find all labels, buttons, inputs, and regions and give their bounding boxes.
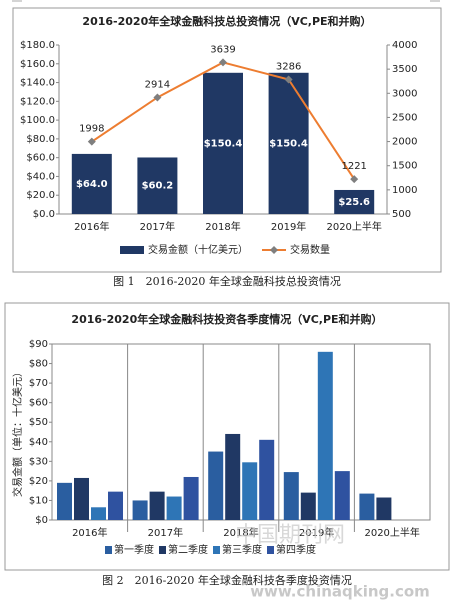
x-tick-label: 2018年 [205, 220, 240, 233]
y2-tick-label: 2000 [392, 137, 417, 148]
legend-label: 交易金额（十亿美元） [148, 243, 248, 256]
bar [376, 497, 392, 520]
y2-tick-label: 4000 [392, 40, 417, 51]
bar [149, 491, 165, 520]
y-tick-label: $30 [29, 456, 48, 467]
y-tick-label: $80 [29, 359, 48, 370]
bar [203, 72, 243, 215]
bar [71, 153, 112, 214]
legend-label: 第二季度 [168, 543, 208, 556]
bar [283, 472, 299, 520]
x-tick-label: 2017年 [148, 526, 183, 539]
y2-tick-label: 3500 [392, 64, 417, 75]
y2-tick-label: 500 [392, 209, 411, 220]
y-tick-label: $70 [29, 378, 48, 389]
chart-frame [12, 7, 442, 273]
y-tick-label: $90 [29, 339, 48, 350]
bar [242, 462, 258, 520]
point [350, 175, 359, 184]
chart-title: 2016-2020年全球金融科技投资各季度情况（VC,PE和并购） [71, 312, 382, 326]
bar [317, 351, 333, 520]
point [284, 75, 293, 84]
x-tick-label: 2019年 [299, 526, 334, 539]
y2-tick-label: 2500 [392, 112, 417, 123]
legend-swatch [213, 546, 220, 554]
y2-tick-label: 1000 [392, 185, 417, 196]
bar [259, 439, 275, 520]
y-tick-label: $60.0 [26, 153, 55, 164]
y-tick-label: $60 [29, 398, 48, 409]
legend-swatch [159, 546, 166, 554]
data-label: $150.4 [269, 138, 308, 149]
y2-tick-label: 1500 [392, 161, 417, 172]
plot-frame [51, 343, 431, 521]
bar [91, 507, 106, 520]
bar [132, 500, 148, 520]
bar [268, 72, 309, 215]
y-tick-label: $20.0 [26, 190, 55, 201]
y-tick-label: $20 [29, 476, 48, 487]
y2-tick-label: 3000 [392, 88, 417, 99]
y-tick-label: $40 [29, 437, 48, 448]
x-tick-label: 2019年 [271, 220, 306, 233]
watermark: www.chinaqking.com [250, 583, 430, 601]
bar [137, 157, 178, 214]
caption: 图 2 2016-2020 年全球金融科技各季度投资情况 [102, 573, 352, 587]
legend-swatch [270, 246, 278, 254]
legend-swatch [267, 546, 274, 554]
data-label: $150.4 [204, 138, 243, 149]
x-tick-label: 2016年 [74, 220, 109, 233]
bar [108, 491, 123, 520]
bar [183, 476, 199, 520]
data-label: $25.6 [338, 197, 370, 208]
bar [57, 482, 72, 520]
legend-label: 第一季度 [114, 543, 154, 556]
x-tick-label: 2018年 [223, 526, 258, 539]
y-tick-label: $80.0 [26, 134, 55, 145]
y-tick-label: $180.0 [20, 40, 55, 51]
legend-label: 第三季度 [222, 543, 262, 556]
bar [166, 496, 182, 520]
data-label: 3286 [276, 61, 301, 72]
y-tick-label: $10 [29, 495, 48, 506]
legend-swatch [105, 546, 112, 554]
point [153, 93, 162, 102]
y-tick-label: $0 [35, 515, 48, 526]
data-label: 3639 [210, 44, 235, 55]
bar [208, 451, 224, 520]
data-label: $60.2 [142, 181, 174, 192]
y-tick-label: $100.0 [20, 115, 55, 126]
x-tick-label: 2016年 [72, 526, 107, 539]
chart-frame [4, 302, 450, 571]
x-tick-label: 2017年 [140, 220, 175, 233]
x-tick-label: 2020上半年 [364, 526, 419, 539]
y-tick-label: $50 [29, 417, 48, 428]
bar [74, 477, 89, 520]
bar [334, 189, 375, 214]
y-tick-label: $160.0 [20, 59, 55, 70]
y-tick-label: $0.0 [33, 209, 55, 220]
watermark: 中国期刊网 [235, 523, 345, 548]
bar [300, 492, 316, 520]
point [87, 137, 96, 146]
chart-title: 2016-2020年全球金融科技总投资情况（VC,PE和并购） [82, 14, 371, 28]
x-tick-label: 2020上半年 [326, 220, 381, 233]
data-label: 1998 [79, 124, 104, 135]
point [219, 58, 227, 67]
legend-label: 第四季度 [276, 543, 316, 556]
data-label: 1221 [341, 161, 366, 172]
legend-label: 交易数量 [290, 243, 330, 256]
y-tick-label: $40.0 [26, 171, 55, 182]
legend-swatch [120, 246, 144, 254]
bar [225, 433, 241, 520]
y-tick-label: $140.0 [20, 78, 55, 89]
bar [334, 471, 350, 520]
y-tick-label: $120.0 [20, 96, 55, 107]
data-label: $64.0 [76, 179, 108, 190]
caption: 图 1 2016-2020 年全球金融科技总投资情况 [113, 274, 341, 288]
y-axis-label: 交易金额（单位：十亿美元） [11, 367, 24, 497]
data-label: 2914 [145, 79, 170, 90]
bar [359, 493, 375, 520]
